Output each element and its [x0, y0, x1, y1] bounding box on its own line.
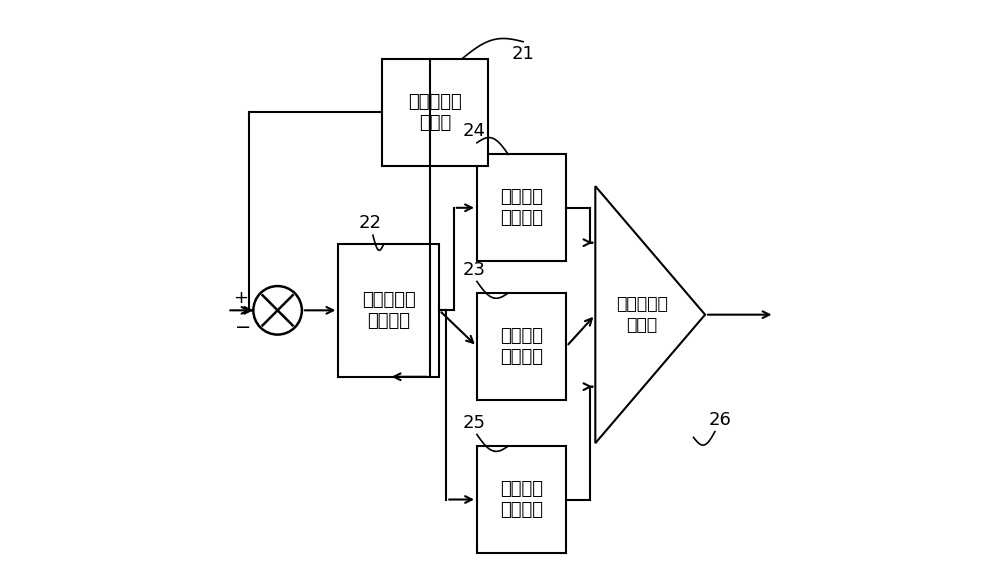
Text: 25: 25	[462, 414, 485, 432]
Text: 电压幅值
计算单元: 电压幅值 计算单元	[500, 480, 543, 519]
Text: 24: 24	[462, 122, 485, 140]
Bar	[338, 244, 439, 377]
Text: 26: 26	[709, 411, 732, 429]
Circle shape	[253, 286, 302, 335]
Polygon shape	[595, 186, 705, 443]
Text: 频率调节量
计算单元: 频率调节量 计算单元	[362, 291, 416, 330]
Bar	[477, 293, 566, 400]
Text: 22: 22	[358, 214, 381, 232]
Text: 23: 23	[462, 261, 485, 278]
Bar	[477, 446, 566, 553]
Text: 功率模块控
制单元: 功率模块控 制单元	[616, 295, 668, 334]
Text: 电压频率
计算单元: 电压频率 计算单元	[500, 327, 543, 366]
Bar	[477, 154, 566, 261]
Text: 电压相位
计算单元: 电压相位 计算单元	[500, 188, 543, 227]
Text: −: −	[235, 318, 251, 337]
Text: +: +	[233, 289, 248, 307]
Text: 21: 21	[512, 45, 534, 63]
Bar	[382, 59, 488, 166]
Text: 输出功率计
算单元: 输出功率计 算单元	[408, 93, 462, 132]
